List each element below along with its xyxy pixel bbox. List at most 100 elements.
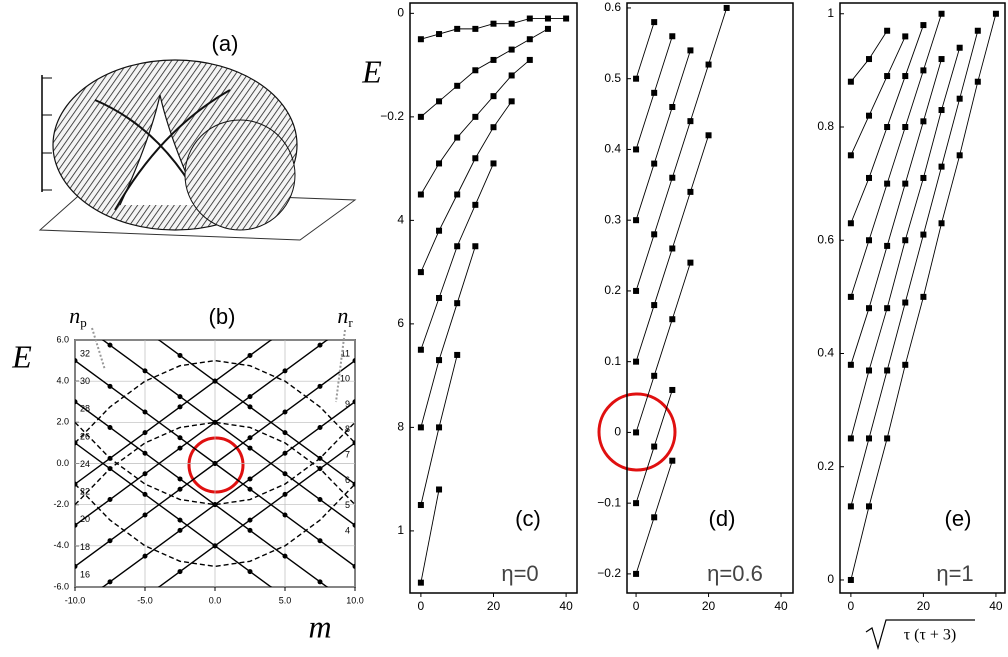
y-tick-label: 0.8 xyxy=(817,119,834,133)
point xyxy=(282,450,288,456)
point xyxy=(142,491,148,497)
np-label: 24 xyxy=(80,459,90,469)
y-tick-label: -2.0 xyxy=(53,499,69,509)
point xyxy=(436,357,443,364)
series-line xyxy=(635,21,655,79)
point xyxy=(651,514,658,521)
point xyxy=(107,424,113,430)
x-tick-label: 20 xyxy=(702,599,716,613)
x-tick-label: 10.0 xyxy=(346,595,364,605)
point xyxy=(436,486,443,493)
y-tick-label: 4 xyxy=(397,213,404,227)
x-tick-label: -10.0 xyxy=(65,595,86,605)
plot-area xyxy=(417,15,570,586)
pointer-arrow xyxy=(335,329,346,403)
np-label: 20 xyxy=(80,514,90,524)
symbol-main: n xyxy=(337,303,348,328)
point xyxy=(454,134,461,141)
point xyxy=(107,342,113,348)
point xyxy=(247,486,253,492)
point xyxy=(866,503,873,510)
nr-label: 11 xyxy=(341,348,350,358)
symbol-sub: r xyxy=(348,315,353,330)
y-axis-label: E xyxy=(361,53,382,89)
np-label: 28 xyxy=(80,404,90,414)
point xyxy=(884,242,891,249)
point xyxy=(490,20,497,27)
axis-symbol: nr xyxy=(337,303,353,330)
point xyxy=(317,497,323,503)
y-tick-label: 0.4 xyxy=(604,142,621,156)
point xyxy=(633,217,640,224)
plot-area xyxy=(73,276,355,626)
point xyxy=(143,327,148,332)
point xyxy=(108,621,113,626)
point xyxy=(902,33,909,40)
point xyxy=(490,160,497,167)
point xyxy=(73,276,78,281)
point xyxy=(247,435,253,441)
x-tick-label: 0 xyxy=(633,599,640,613)
point xyxy=(247,569,253,575)
y-tick-label: 0.6 xyxy=(604,0,621,14)
point xyxy=(526,36,533,43)
x-tick-label: 0.0 xyxy=(209,595,222,605)
point xyxy=(247,352,253,358)
point xyxy=(669,174,676,181)
point xyxy=(454,351,461,358)
x-tick-label: 0 xyxy=(848,599,855,613)
y-tick-label: 0.2 xyxy=(817,459,834,473)
panel-title: (d) xyxy=(709,506,736,531)
point xyxy=(920,174,927,181)
point xyxy=(705,132,712,139)
series-line xyxy=(420,59,531,195)
point xyxy=(472,243,479,250)
point xyxy=(107,497,113,503)
point xyxy=(866,56,873,63)
point xyxy=(177,527,183,533)
point xyxy=(247,445,253,451)
point xyxy=(884,305,891,312)
point xyxy=(866,174,873,181)
point xyxy=(633,570,640,577)
point xyxy=(902,361,909,368)
point xyxy=(847,78,854,85)
point xyxy=(847,293,854,300)
y-tick-label: 0.5 xyxy=(604,71,621,85)
point xyxy=(705,61,712,68)
x-axis-label: τ (τ + 3) xyxy=(904,627,957,644)
point xyxy=(472,113,479,120)
point xyxy=(490,93,497,100)
point xyxy=(974,27,981,34)
x-tick-label: -5.0 xyxy=(137,595,153,605)
point xyxy=(938,163,945,170)
highlight-circle xyxy=(187,436,245,494)
point xyxy=(651,302,658,309)
point xyxy=(651,372,658,379)
plot-area xyxy=(847,10,999,583)
point xyxy=(847,435,854,442)
point xyxy=(177,404,183,410)
axis-symbol: np xyxy=(69,303,87,330)
point xyxy=(282,553,288,559)
pointer-arrow xyxy=(91,327,106,371)
point xyxy=(177,352,183,358)
plot-frame xyxy=(409,2,578,594)
point xyxy=(247,394,253,400)
point xyxy=(633,146,640,153)
point xyxy=(956,44,963,51)
point xyxy=(651,443,658,450)
point xyxy=(142,471,148,477)
point xyxy=(177,394,183,400)
point xyxy=(526,56,533,63)
series-line xyxy=(420,28,549,118)
point xyxy=(669,245,676,252)
point xyxy=(417,424,424,431)
nr-label: 5 xyxy=(345,500,350,510)
point xyxy=(544,15,551,22)
point xyxy=(902,299,909,306)
point xyxy=(107,538,113,544)
point xyxy=(108,301,113,306)
point xyxy=(938,107,945,114)
point xyxy=(142,409,148,415)
